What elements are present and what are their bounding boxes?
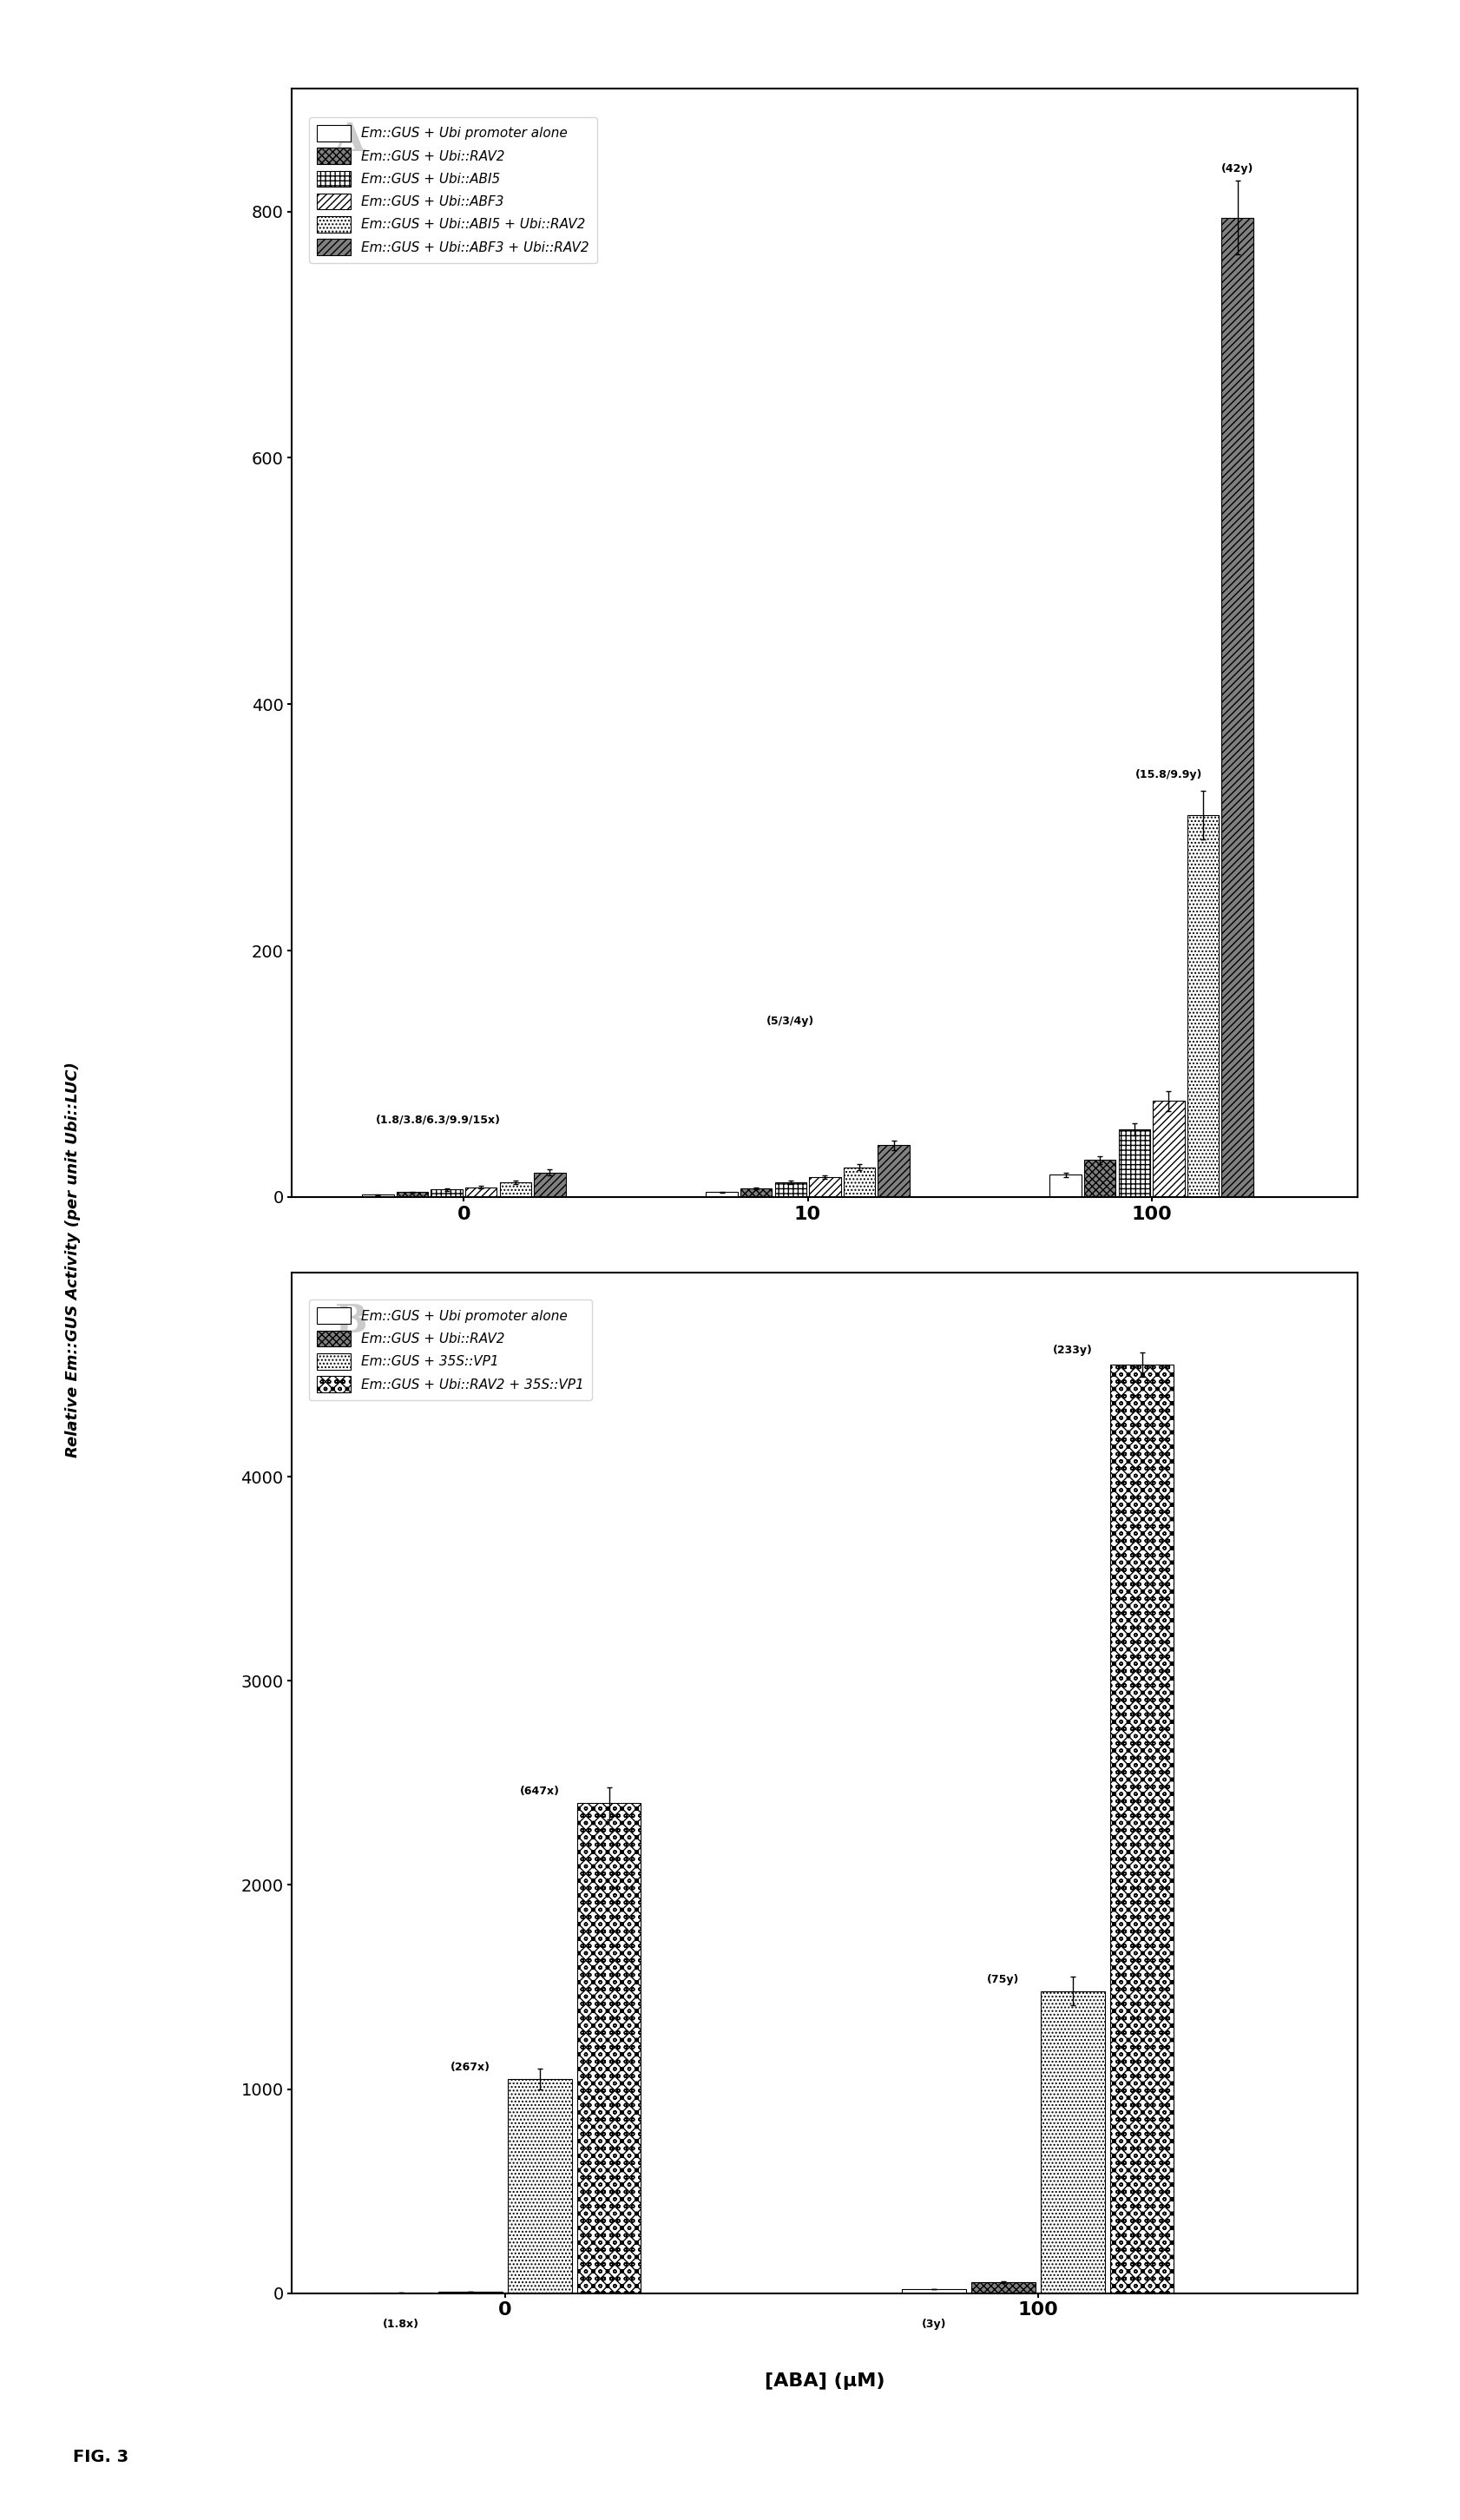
Text: (15.8/9.9y): (15.8/9.9y): [1134, 769, 1202, 781]
Bar: [1222, 217, 1253, 1197]
Bar: [534, 1172, 565, 1197]
Bar: [499, 1182, 531, 1197]
Bar: [877, 1144, 910, 1197]
Text: (3y): (3y): [921, 2318, 946, 2331]
Bar: [1118, 1129, 1150, 1197]
Text: (5/3/4y): (5/3/4y): [767, 1016, 815, 1028]
Text: [ABA] (μM): [ABA] (μM): [765, 2374, 885, 2389]
Bar: [740, 1189, 772, 1197]
Legend: Em::GUS + Ubi promoter alone, Em::GUS + Ubi::RAV2, Em::GUS + 35S::VP1, Em::GUS +: Em::GUS + Ubi promoter alone, Em::GUS + …: [310, 1300, 591, 1401]
Bar: [577, 1804, 641, 2293]
Bar: [902, 2288, 967, 2293]
Text: FIG. 3: FIG. 3: [73, 2449, 128, 2465]
Text: Relative Em::GUS Activity (per unit Ubi::LUC): Relative Em::GUS Activity (per unit Ubi:…: [66, 1061, 80, 1459]
Bar: [1110, 1363, 1174, 2293]
Text: (267x): (267x): [451, 2061, 491, 2074]
Text: (1.8x): (1.8x): [383, 2318, 419, 2331]
Bar: [809, 1177, 841, 1197]
Bar: [1041, 1991, 1105, 2293]
Bar: [707, 1192, 737, 1197]
Text: B: B: [334, 1303, 368, 1341]
Text: A: A: [334, 121, 365, 159]
Bar: [466, 1187, 496, 1197]
Bar: [844, 1167, 875, 1197]
Text: (233y): (233y): [1053, 1346, 1092, 1356]
Bar: [971, 2283, 1035, 2293]
Legend: Em::GUS + Ubi promoter alone, Em::GUS + Ubi::RAV2, Em::GUS + Ubi::ABI5, Em::GUS : Em::GUS + Ubi promoter alone, Em::GUS + …: [310, 116, 597, 262]
Bar: [1187, 814, 1219, 1197]
Bar: [431, 1189, 463, 1197]
Text: (1.8/3.8/6.3/9.9/15x): (1.8/3.8/6.3/9.9/15x): [375, 1114, 501, 1126]
Text: (647x): (647x): [520, 1787, 559, 1797]
Text: (42y): (42y): [1221, 164, 1254, 174]
Bar: [775, 1182, 806, 1197]
Bar: [397, 1192, 428, 1197]
Bar: [1050, 1174, 1082, 1197]
Bar: [1085, 1159, 1115, 1197]
Bar: [1153, 1101, 1184, 1197]
Text: (75y): (75y): [987, 1973, 1019, 1986]
Bar: [508, 2079, 572, 2293]
